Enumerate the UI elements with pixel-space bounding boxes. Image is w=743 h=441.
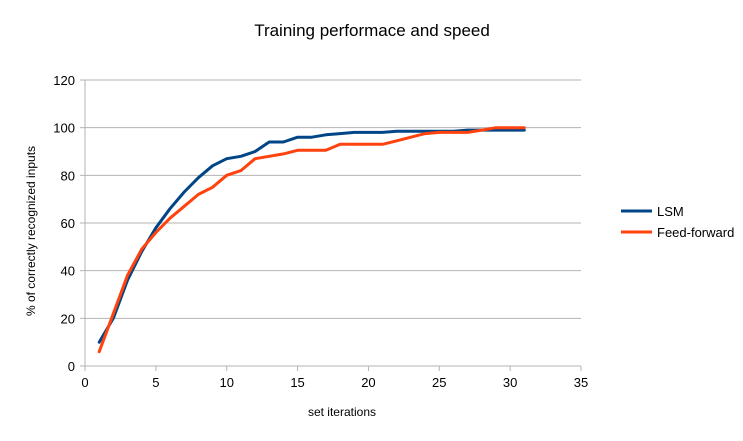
series-line-feed-forward xyxy=(97,126,526,354)
y-tick-label: 120 xyxy=(53,73,75,88)
y-tick-label: 20 xyxy=(61,311,75,326)
legend-label: Feed-forward xyxy=(657,225,734,240)
x-tick-label: 35 xyxy=(574,375,588,390)
series-lines xyxy=(97,126,526,354)
y-tick-label: 40 xyxy=(61,264,75,279)
x-tick-label: 5 xyxy=(152,375,159,390)
y-tick-label: 0 xyxy=(68,359,75,374)
legend-label: LSM xyxy=(657,204,684,219)
legend: LSM Feed-forward xyxy=(621,204,734,240)
x-tick-label: 15 xyxy=(290,375,304,390)
x-tick-label: 0 xyxy=(81,375,88,390)
x-tick-label: 25 xyxy=(432,375,446,390)
y-tick-label: 60 xyxy=(61,216,75,231)
axes xyxy=(80,79,582,371)
x-tick-label: 30 xyxy=(503,375,517,390)
series-line-lsm xyxy=(97,128,526,344)
x-axis-title: set iterations xyxy=(308,405,376,419)
y-tick-label: 80 xyxy=(61,168,75,183)
y-tick-label: 100 xyxy=(53,121,75,136)
x-tick-label: 10 xyxy=(219,375,233,390)
y-tick-labels: 0 20 40 60 80 100 120 xyxy=(53,73,75,374)
x-tick-labels: 0 5 10 15 20 25 30 35 xyxy=(81,375,588,390)
y-axis-title: % of correctly recognized inputs xyxy=(24,146,38,316)
x-tick-label: 20 xyxy=(361,375,375,390)
gridlines xyxy=(85,79,581,367)
chart-title: Training performace and speed xyxy=(254,21,490,40)
